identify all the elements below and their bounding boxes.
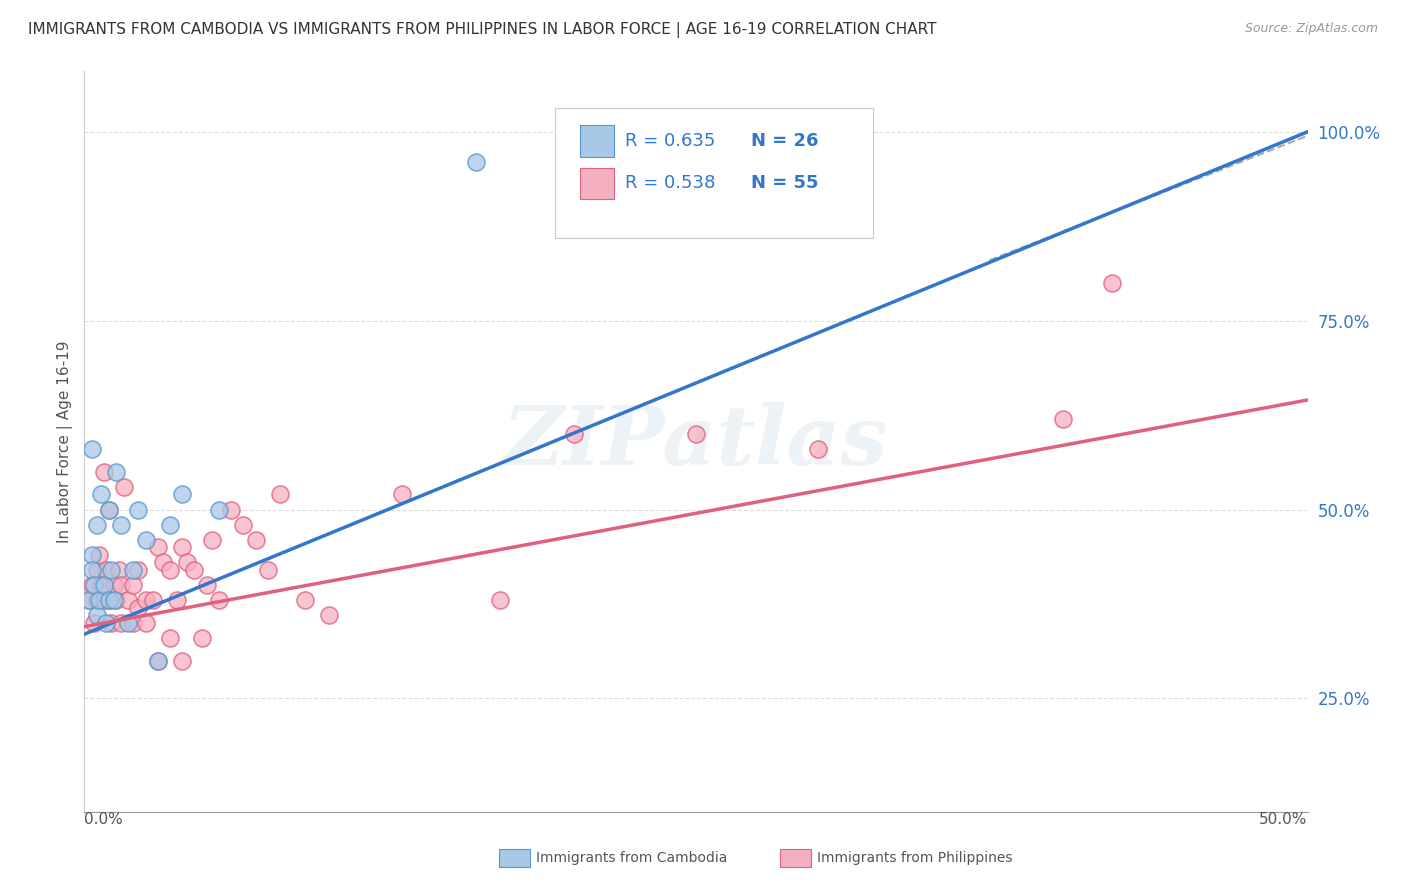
Point <box>97 502 120 516</box>
Point <box>127 600 149 615</box>
Point <box>86 593 108 607</box>
Point <box>80 442 103 456</box>
Point <box>219 502 242 516</box>
Text: N = 26: N = 26 <box>751 132 818 150</box>
Point <box>93 578 115 592</box>
Point <box>80 563 103 577</box>
Y-axis label: In Labor Force | Age 16-19: In Labor Force | Age 16-19 <box>58 340 73 543</box>
Point <box>208 593 231 607</box>
Text: IMMIGRANTS FROM CAMBODIA VS IMMIGRANTS FROM PHILIPPINES IN LABOR FORCE | AGE 16-: IMMIGRANTS FROM CAMBODIA VS IMMIGRANTS F… <box>28 22 936 38</box>
Point <box>159 631 181 645</box>
Point <box>159 563 181 577</box>
Point <box>96 615 118 630</box>
Point <box>80 578 103 592</box>
Point <box>489 593 512 607</box>
Point <box>86 608 108 623</box>
Point <box>245 533 267 547</box>
Point <box>77 593 100 607</box>
Point <box>135 615 157 630</box>
Point <box>208 502 231 516</box>
Point <box>83 615 105 630</box>
Point <box>117 615 139 630</box>
Point <box>562 427 585 442</box>
Point <box>77 593 100 607</box>
Point <box>86 563 108 577</box>
Point <box>105 465 128 479</box>
Point <box>1101 276 1123 290</box>
Text: R = 0.538: R = 0.538 <box>626 174 716 192</box>
Point <box>200 533 222 547</box>
Text: R = 0.635: R = 0.635 <box>626 132 716 150</box>
Point <box>232 517 254 532</box>
Point <box>135 533 157 547</box>
Point <box>107 563 129 577</box>
Point <box>87 593 110 607</box>
Point <box>159 517 181 532</box>
Bar <box>579 168 614 199</box>
Point <box>318 608 340 623</box>
Point <box>685 427 707 442</box>
Point <box>110 615 132 630</box>
Text: Immigrants from Cambodia: Immigrants from Cambodia <box>536 851 727 865</box>
Point <box>152 556 174 570</box>
Point <box>269 487 291 501</box>
Point <box>100 615 122 630</box>
Text: N = 55: N = 55 <box>751 174 818 192</box>
Text: Source: ZipAtlas.com: Source: ZipAtlas.com <box>1244 22 1378 36</box>
Point <box>127 502 149 516</box>
Point <box>110 578 132 592</box>
Point <box>117 593 139 607</box>
Point <box>122 563 145 577</box>
Point <box>166 593 188 607</box>
Point <box>464 155 486 169</box>
Point <box>90 487 112 501</box>
Point <box>100 563 122 577</box>
Text: Immigrants from Philippines: Immigrants from Philippines <box>817 851 1012 865</box>
Point <box>1052 412 1074 426</box>
Point <box>195 578 218 592</box>
Text: ZIPatlas: ZIPatlas <box>503 401 889 482</box>
Point <box>807 442 830 456</box>
FancyBboxPatch shape <box>555 109 873 238</box>
Point <box>146 654 169 668</box>
Point <box>172 654 194 668</box>
Point <box>391 487 413 501</box>
Point <box>172 541 194 555</box>
Text: 0.0%: 0.0% <box>84 812 124 827</box>
Text: 50.0%: 50.0% <box>1260 812 1308 827</box>
Point <box>127 563 149 577</box>
Point <box>87 548 110 562</box>
Bar <box>579 126 614 156</box>
Point <box>146 654 169 668</box>
Point <box>96 563 118 577</box>
Point <box>122 615 145 630</box>
Point <box>257 563 280 577</box>
Point <box>83 578 105 592</box>
Point <box>146 541 169 555</box>
Point <box>93 465 115 479</box>
Point <box>97 502 120 516</box>
Point <box>103 593 125 607</box>
Point <box>122 578 145 592</box>
Point <box>172 487 194 501</box>
Point <box>183 563 205 577</box>
Point <box>112 480 135 494</box>
Point <box>97 593 120 607</box>
Point <box>105 593 128 607</box>
Point <box>97 593 120 607</box>
Point <box>176 556 198 570</box>
Point <box>93 593 115 607</box>
Point <box>142 593 165 607</box>
Point <box>135 593 157 607</box>
Point <box>110 517 132 532</box>
Point <box>103 578 125 592</box>
Point <box>86 517 108 532</box>
Point <box>191 631 214 645</box>
Point <box>90 578 112 592</box>
Point <box>80 548 103 562</box>
Point <box>294 593 316 607</box>
